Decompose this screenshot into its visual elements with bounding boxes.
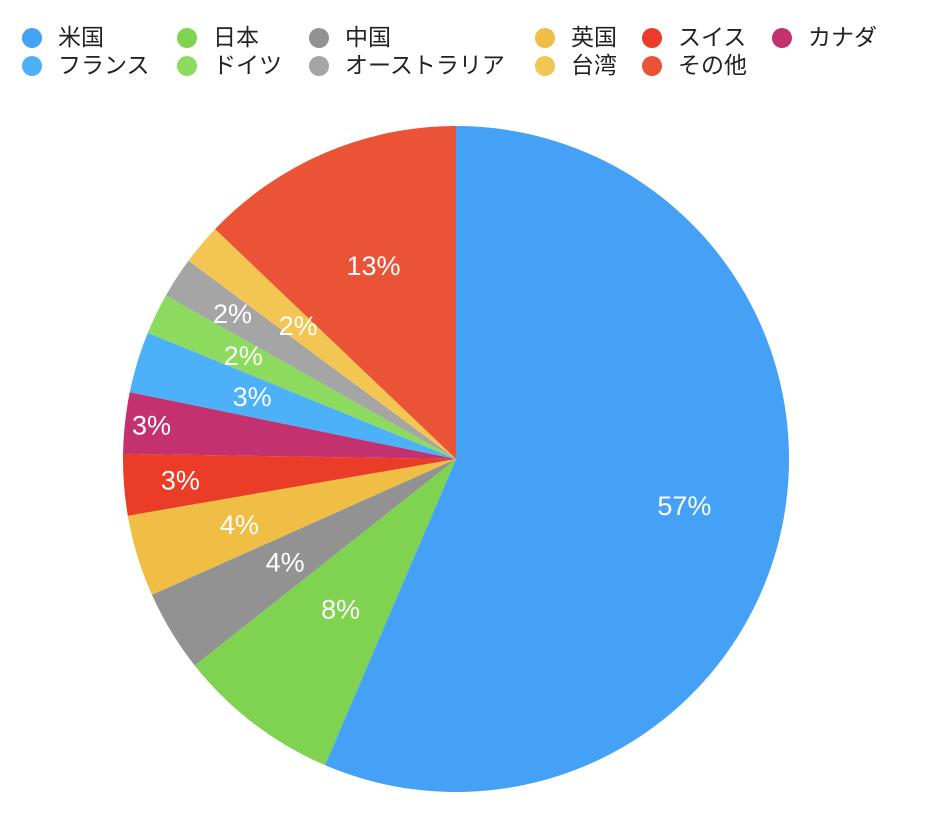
legend-label: 日本	[213, 25, 259, 51]
chart-legend: 米国 日本 中国 英国 スイス カナダフランス ドイツ オーストラリア 台湾 その他	[0, 0, 940, 100]
legend-item: 英国	[535, 23, 617, 53]
legend-swatch	[177, 28, 197, 48]
legend-swatch	[22, 28, 42, 48]
slice-data-label: 2%	[279, 311, 318, 341]
legend-item: その他	[642, 51, 747, 81]
legend-label: フランス	[58, 53, 150, 79]
slice-data-label: 3%	[233, 382, 272, 412]
slice-data-label: 13%	[346, 251, 400, 281]
pie-slice	[129, 332, 456, 459]
legend-label: ドイツ	[213, 53, 282, 79]
legend-label: その他	[678, 53, 747, 79]
legend-swatch	[642, 28, 662, 48]
legend-label: スイス	[678, 25, 747, 51]
legend-label: 米国	[58, 25, 104, 51]
slice-data-label: 2%	[224, 341, 263, 371]
pie-slice	[188, 229, 456, 459]
legend-item: 中国	[309, 23, 391, 53]
slice-data-label: 8%	[321, 595, 360, 625]
legend-swatch	[22, 56, 42, 76]
legend-item: スイス	[642, 23, 746, 53]
legend-label: カナダ	[808, 25, 877, 51]
legend-swatch	[177, 56, 197, 76]
pie-slice	[123, 392, 456, 459]
legend-swatch	[309, 28, 329, 48]
slice-data-label: 3%	[161, 466, 200, 496]
pie-slice	[147, 295, 456, 459]
legend-swatch	[535, 56, 555, 76]
legend-item: フランス	[22, 51, 150, 81]
legend-item: カナダ	[772, 23, 877, 53]
pie-slice	[165, 260, 456, 459]
legend-swatch	[772, 28, 792, 48]
legend-label: オーストラリア	[345, 53, 505, 79]
legend-swatch	[642, 56, 662, 76]
pie-slice	[127, 459, 457, 595]
pie-slice	[122, 453, 456, 516]
pie-slice	[215, 126, 456, 459]
pie-slice	[194, 459, 457, 766]
slice-data-label: 3%	[132, 411, 171, 441]
legend-item: オーストラリア	[309, 51, 505, 81]
slice-data-label: 4%	[220, 510, 259, 540]
legend-item: 日本	[177, 23, 259, 53]
slice-data-label: 2%	[213, 299, 252, 329]
legend-label: 中国	[345, 25, 391, 51]
legend-item: ドイツ	[177, 51, 282, 81]
pie-slice	[324, 126, 790, 793]
slice-data-label: 4%	[266, 548, 305, 578]
pie-slice	[151, 459, 456, 666]
legend-swatch	[309, 56, 329, 76]
slice-data-label: 57%	[657, 491, 711, 521]
legend-label: 台湾	[571, 53, 617, 79]
legend-swatch	[535, 28, 555, 48]
legend-item: 台湾	[535, 51, 617, 81]
legend-label: 英国	[571, 25, 617, 51]
legend-item: 米国	[22, 23, 104, 53]
